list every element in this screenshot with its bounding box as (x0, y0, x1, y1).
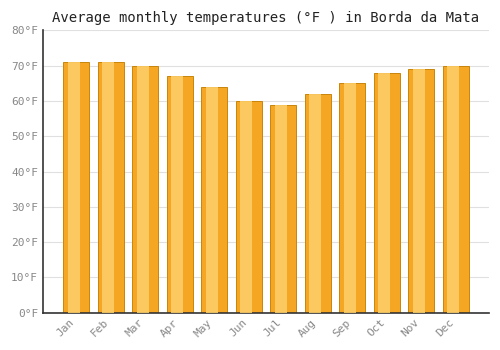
Bar (240, 101, 252, 313)
Bar (413, 69, 424, 313)
Bar (270, 105, 296, 313)
Bar (132, 66, 158, 313)
Bar (378, 73, 390, 313)
Bar (98, 62, 124, 313)
Bar (63, 62, 89, 313)
Bar (201, 87, 227, 313)
Title: Average monthly temperatures (°F ) in Borda da Mata: Average monthly temperatures (°F ) in Bo… (52, 11, 480, 25)
Bar (374, 73, 400, 313)
Bar (310, 94, 321, 313)
Bar (304, 94, 330, 313)
Bar (137, 66, 148, 313)
Bar (408, 69, 434, 313)
Bar (68, 62, 80, 313)
Bar (339, 83, 365, 313)
Bar (102, 62, 114, 313)
Bar (166, 76, 192, 313)
Bar (172, 76, 183, 313)
Bar (206, 87, 218, 313)
Bar (448, 66, 459, 313)
Bar (236, 101, 262, 313)
Bar (275, 105, 286, 313)
Bar (442, 66, 468, 313)
Bar (344, 83, 356, 313)
